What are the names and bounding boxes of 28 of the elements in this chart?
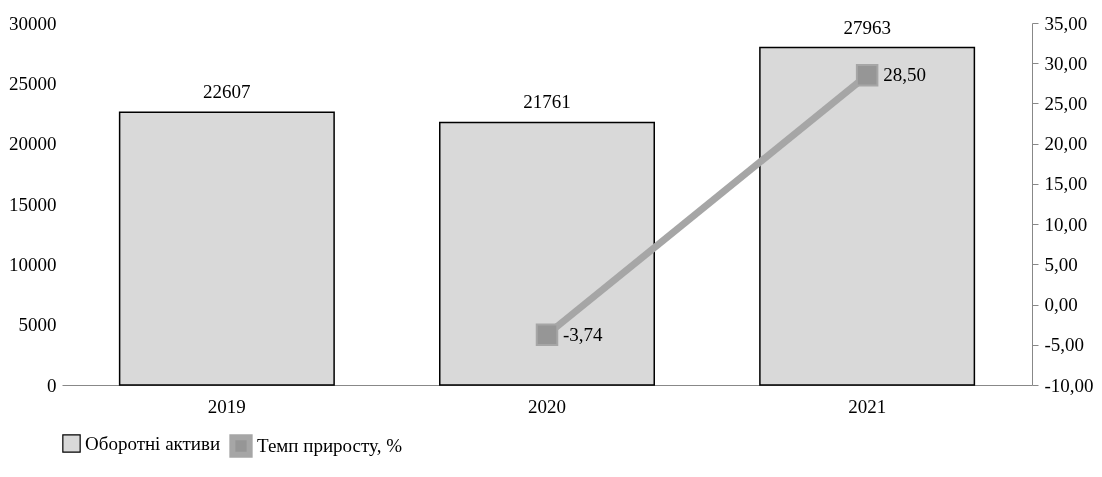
x-tick-label: 2019 <box>207 395 246 417</box>
y-tick-label: 20000 <box>9 133 57 155</box>
y-tick-label: 5000 <box>18 314 57 336</box>
y-tick-label: 30000 <box>9 12 57 34</box>
y-tick-label: 15000 <box>9 193 57 215</box>
y2-tick-label: 35,00 <box>1044 12 1088 34</box>
data-label: 27963 <box>843 16 891 38</box>
legend-label: Темп приросту, % <box>257 435 403 456</box>
x-tick-label: 2020 <box>528 395 566 417</box>
y2-tick-label: 5,00 <box>1044 253 1078 275</box>
y-tick-label: 0 <box>47 374 57 396</box>
data-label: 21761 <box>523 91 571 113</box>
y-tick-label: 25000 <box>9 72 57 94</box>
y2-tick-label: 0,00 <box>1044 294 1078 316</box>
y2-tick-label: 10,00 <box>1044 213 1088 235</box>
y2-tick-label: 20,00 <box>1044 133 1088 155</box>
bar <box>118 111 335 386</box>
y2-tick-label: 15,00 <box>1044 173 1088 195</box>
x-tick-label: 2021 <box>848 395 887 417</box>
data-label: 22607 <box>203 81 251 103</box>
legend-label: Оборотні активи <box>85 432 221 454</box>
data-label: -3,74 <box>563 323 604 345</box>
y2-tick-label: -5,00 <box>1044 334 1085 356</box>
y2-tick-label: 30,00 <box>1044 52 1088 74</box>
y2-tick-label: -10,00 <box>1044 374 1094 396</box>
data-label: 28,50 <box>883 64 926 86</box>
y-tick-label: 10000 <box>9 253 57 275</box>
y2-tick-label: 25,00 <box>1044 92 1088 114</box>
